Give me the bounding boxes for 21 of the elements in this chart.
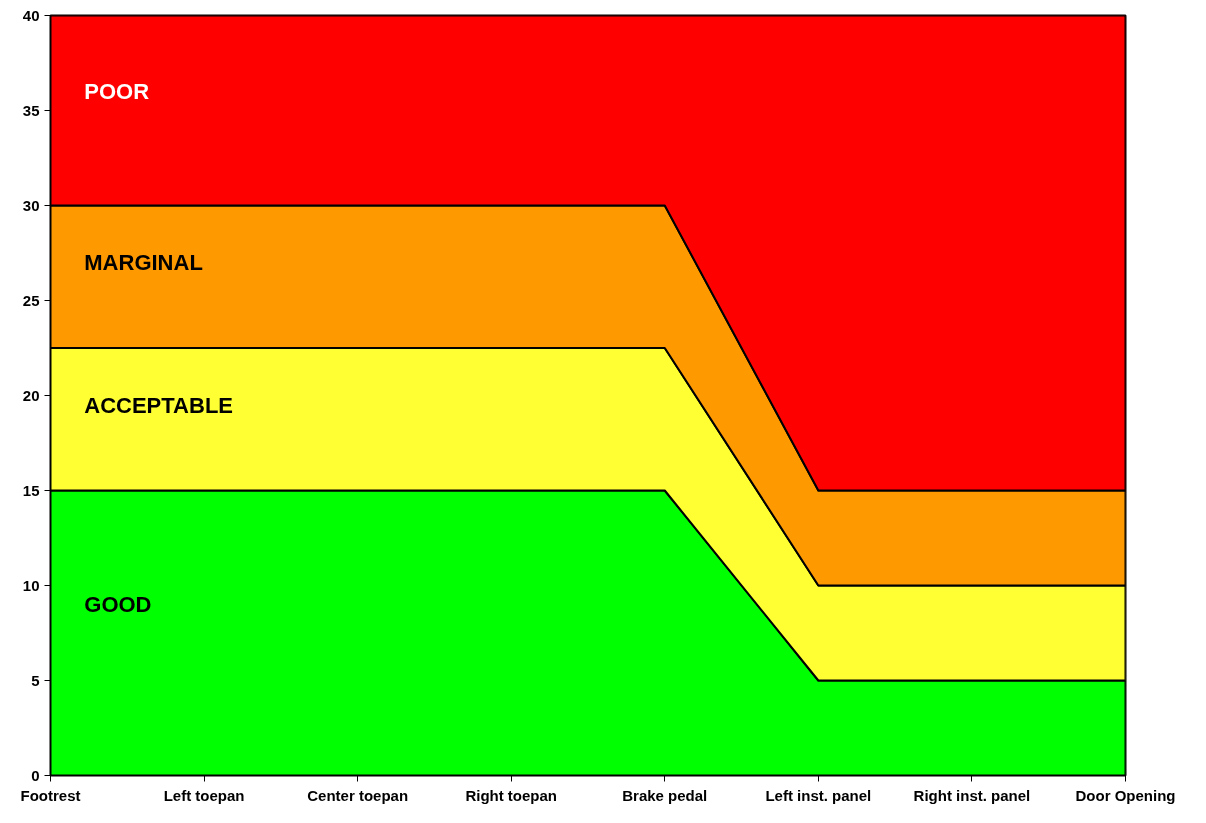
y-tick-label: 10 — [22, 576, 40, 594]
x-tick-label: Center toepan — [307, 786, 409, 804]
series-label: POOR — [84, 79, 150, 104]
y-tick-label: 35 — [22, 101, 40, 119]
series-label: GOOD — [84, 592, 152, 617]
x-tick-label: Brake pedal — [622, 786, 708, 804]
y-tick-label: 5 — [31, 671, 40, 689]
y-tick-label: 15 — [22, 481, 40, 499]
y-tick-label: 0 — [31, 766, 40, 784]
x-tick-label: Left toepan — [163, 786, 245, 804]
y-tick-label: 20 — [22, 386, 40, 404]
y-tick-label: 40 — [22, 6, 40, 24]
x-tick-label: Left inst. panel — [765, 786, 872, 804]
x-tick-label: Right toepan — [465, 786, 558, 804]
series-label: MARGINAL — [84, 250, 203, 275]
x-tick-label: Footrest — [20, 786, 81, 804]
x-tick-label: Right inst. panel — [913, 786, 1031, 804]
y-tick-label: 25 — [22, 291, 40, 309]
x-tick-label: Door Opening — [1075, 786, 1176, 804]
series-label: ACCEPTABLE — [84, 392, 233, 418]
y-tick-label: 30 — [22, 196, 40, 214]
